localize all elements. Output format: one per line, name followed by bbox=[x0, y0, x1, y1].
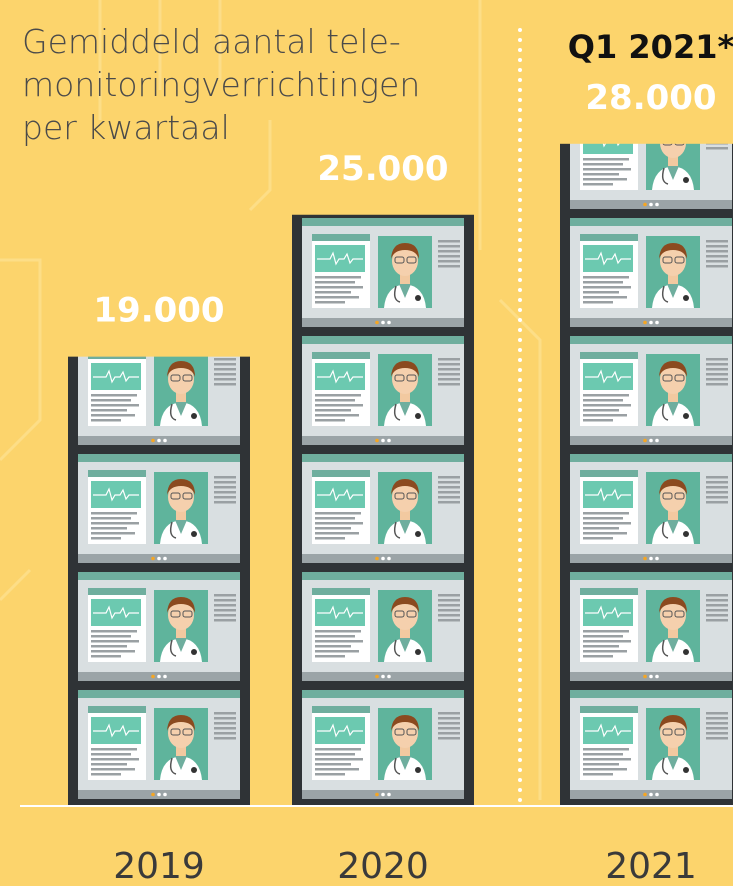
x-tick-label: 2019 bbox=[113, 846, 205, 886]
title-line: monitoringverrichtingen bbox=[22, 65, 420, 104]
chart: Gemiddeld aantal tele- monitoringverrich… bbox=[0, 0, 733, 886]
bar bbox=[292, 215, 474, 806]
value-label: 25.000 bbox=[317, 149, 448, 189]
x-tick-label: 2021 bbox=[605, 846, 697, 886]
title-line: per kwartaal bbox=[22, 108, 230, 147]
bars bbox=[68, 144, 733, 806]
chart-title: Gemiddeld aantal tele- monitoringverrich… bbox=[22, 22, 420, 147]
bar bbox=[68, 357, 250, 806]
title-line: Gemiddeld aantal tele- bbox=[22, 22, 401, 61]
annotation: Q1 2021* bbox=[568, 28, 733, 66]
x-tick-label: 2020 bbox=[337, 846, 429, 886]
value-label: 19.000 bbox=[93, 291, 224, 331]
bar bbox=[560, 144, 733, 806]
value-label: 28.000 bbox=[585, 78, 716, 118]
